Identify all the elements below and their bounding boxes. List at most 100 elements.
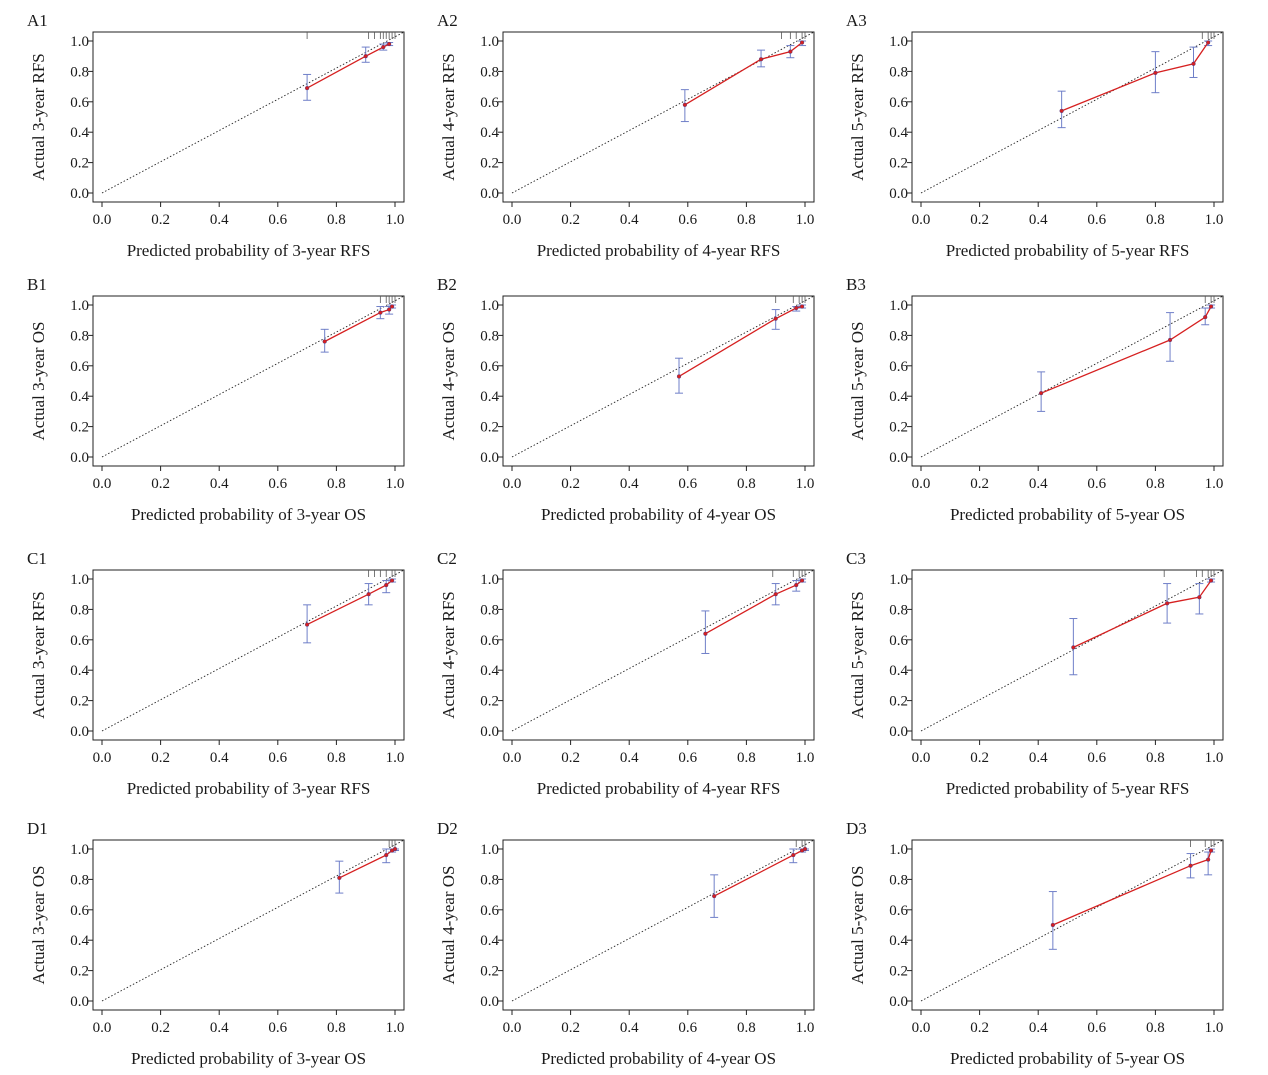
- y-tick-label: 0.2: [70, 694, 89, 710]
- calibration-point: [305, 86, 310, 91]
- calibration-line: [713, 848, 806, 897]
- calibration-point: [387, 41, 392, 47]
- y-tick-label: 0.8: [70, 64, 89, 80]
- y-tick-label: 0.6: [70, 95, 89, 111]
- x-tick-label: 0.8: [1146, 1020, 1165, 1036]
- x-tick-label: 0.8: [1146, 212, 1165, 228]
- plot-frame: [92, 569, 405, 741]
- calibration-point: [389, 304, 395, 309]
- y-tick-label: 0.4: [70, 663, 89, 679]
- calibration-point: [1208, 578, 1214, 583]
- ideal-diagonal-line: [511, 31, 815, 194]
- x-tick-label: 0.8: [737, 476, 756, 492]
- x-tick-label: 0.2: [970, 212, 989, 228]
- ideal-diagonal-line: [920, 295, 1224, 458]
- calibration-line: [306, 43, 390, 89]
- x-tick-label: 0.2: [151, 212, 170, 228]
- plot-frame: [92, 31, 405, 203]
- y-tick-label: 1.0: [889, 34, 908, 50]
- calibration-panel-b1: B1 0.00.0 0.2 0.2 0.4 0.4 0.6 0.6 0.8 0.8 1.0 1.0 Pr…: [27, 275, 405, 524]
- y-tick-label: 0.2: [889, 420, 908, 436]
- plot-frame: [502, 31, 815, 203]
- x-tick-label: 0.6: [268, 1020, 287, 1036]
- x-tick-label: 1.0: [796, 476, 815, 492]
- calibration-point: [363, 54, 368, 59]
- x-axis-title: Predicted probability of 4-year OS: [541, 1049, 776, 1068]
- x-tick-label: 0.8: [327, 1020, 346, 1036]
- y-tick-label: 0.0: [70, 994, 89, 1010]
- y-axis-title: Actual 3-year RFS: [29, 591, 48, 718]
- x-axis-title: Predicted probability of 3-year OS: [131, 505, 366, 524]
- y-tick-label: 0.8: [70, 602, 89, 618]
- x-tick-label: 0.6: [1087, 1020, 1106, 1036]
- ideal-diagonal-line: [101, 839, 405, 1002]
- y-tick-label: 0.6: [480, 95, 499, 111]
- y-tick-label: 1.0: [480, 34, 499, 50]
- calibration-line: [678, 305, 803, 377]
- calibration-line: [1073, 580, 1212, 648]
- y-tick-label: 0.4: [480, 389, 499, 405]
- x-tick-label: 0.0: [93, 1020, 112, 1036]
- panel-label: C3: [846, 549, 866, 568]
- x-tick-label: 0.8: [327, 750, 346, 766]
- calibration-point: [799, 40, 805, 45]
- calibration-point: [758, 57, 764, 62]
- x-axis-title: Predicted probability of 4-year RFS: [537, 241, 781, 260]
- y-tick-label: 0.8: [480, 64, 499, 80]
- calibration-point: [381, 44, 386, 50]
- calibration-point: [1197, 595, 1202, 600]
- x-tick-label: 0.4: [210, 1020, 229, 1036]
- x-axis-title: Predicted probability of 3-year RFS: [127, 241, 371, 260]
- calibration-panel-a3: A3 0.00.0 0.2 0.2 0.4 0.4 0.6 0.6 0.8 0.8 1.0 1.0 Pr…: [846, 11, 1224, 260]
- y-tick-label: 0.4: [480, 663, 499, 679]
- y-tick-label: 0.6: [70, 359, 89, 375]
- panel-label: C2: [437, 549, 457, 568]
- plot-frame: [502, 295, 815, 467]
- x-tick-label: 0.2: [151, 750, 170, 766]
- x-tick-label: 1.0: [1205, 750, 1224, 766]
- y-tick-label: 0.4: [480, 933, 499, 949]
- panel-label: D3: [846, 819, 867, 838]
- y-tick-label: 1.0: [889, 298, 908, 314]
- panel-label: C1: [27, 549, 47, 568]
- y-tick-label: 0.0: [889, 450, 908, 466]
- x-tick-label: 1.0: [386, 1020, 405, 1036]
- y-tick-label: 0.0: [889, 186, 908, 202]
- y-tick-label: 0.8: [889, 872, 908, 888]
- panel-label: A1: [27, 11, 48, 30]
- y-tick-label: 1.0: [70, 298, 89, 314]
- calibration-point: [392, 846, 398, 852]
- y-tick-label: 0.6: [70, 633, 89, 649]
- calibration-point: [676, 374, 682, 379]
- y-tick-label: 0.4: [70, 125, 89, 141]
- panel-label: D1: [27, 819, 48, 838]
- x-axis-title: Predicted probability of 5-year RFS: [946, 779, 1190, 798]
- calibration-line: [1052, 850, 1212, 926]
- x-tick-label: 0.4: [210, 750, 229, 766]
- x-tick-label: 0.4: [620, 1020, 639, 1036]
- x-tick-label: 0.4: [620, 750, 639, 766]
- y-tick-label: 0.0: [480, 450, 499, 466]
- calibration-point: [1059, 108, 1064, 114]
- calibration-line: [324, 306, 393, 343]
- y-tick-label: 0.6: [889, 95, 908, 111]
- y-tick-label: 0.2: [70, 964, 89, 980]
- x-tick-label: 0.8: [737, 212, 756, 228]
- calibration-panel-c3: C3 0.00.0 0.2 0.2 0.4 0.4 0.6 0.6 0.8 0.8 1.0 1.0 Pr…: [846, 549, 1224, 798]
- calibration-panel-b3: B3 0.00.0 0.2 0.2 0.4 0.4 0.6 0.6 0.8 0.8 1.0 1.0 Pr…: [846, 275, 1224, 524]
- ideal-diagonal-line: [101, 31, 405, 194]
- y-tick-label: 0.4: [70, 933, 89, 949]
- calibration-point: [389, 578, 395, 583]
- y-tick-label: 0.6: [889, 903, 908, 919]
- calibration-panel-d2: D2 0.00.0 0.2 0.2 0.4 0.4 0.6 0.6 0.8 0.8 1.0 1.0 Pr…: [437, 819, 815, 1068]
- x-tick-label: 0.8: [327, 212, 346, 228]
- calibration-point: [1203, 315, 1208, 320]
- x-tick-label: 0.4: [210, 476, 229, 492]
- x-tick-label: 0.2: [970, 1020, 989, 1036]
- calibration-panel-a2: A2 0.00.0 0.2 0.2 0.4 0.4 0.6 0.6 0.8 0.8 1.0 1.0 Pr…: [437, 11, 815, 260]
- x-tick-label: 0.6: [678, 476, 697, 492]
- calibration-point: [712, 894, 717, 899]
- x-tick-label: 1.0: [796, 1020, 815, 1036]
- y-tick-label: 0.6: [480, 633, 499, 649]
